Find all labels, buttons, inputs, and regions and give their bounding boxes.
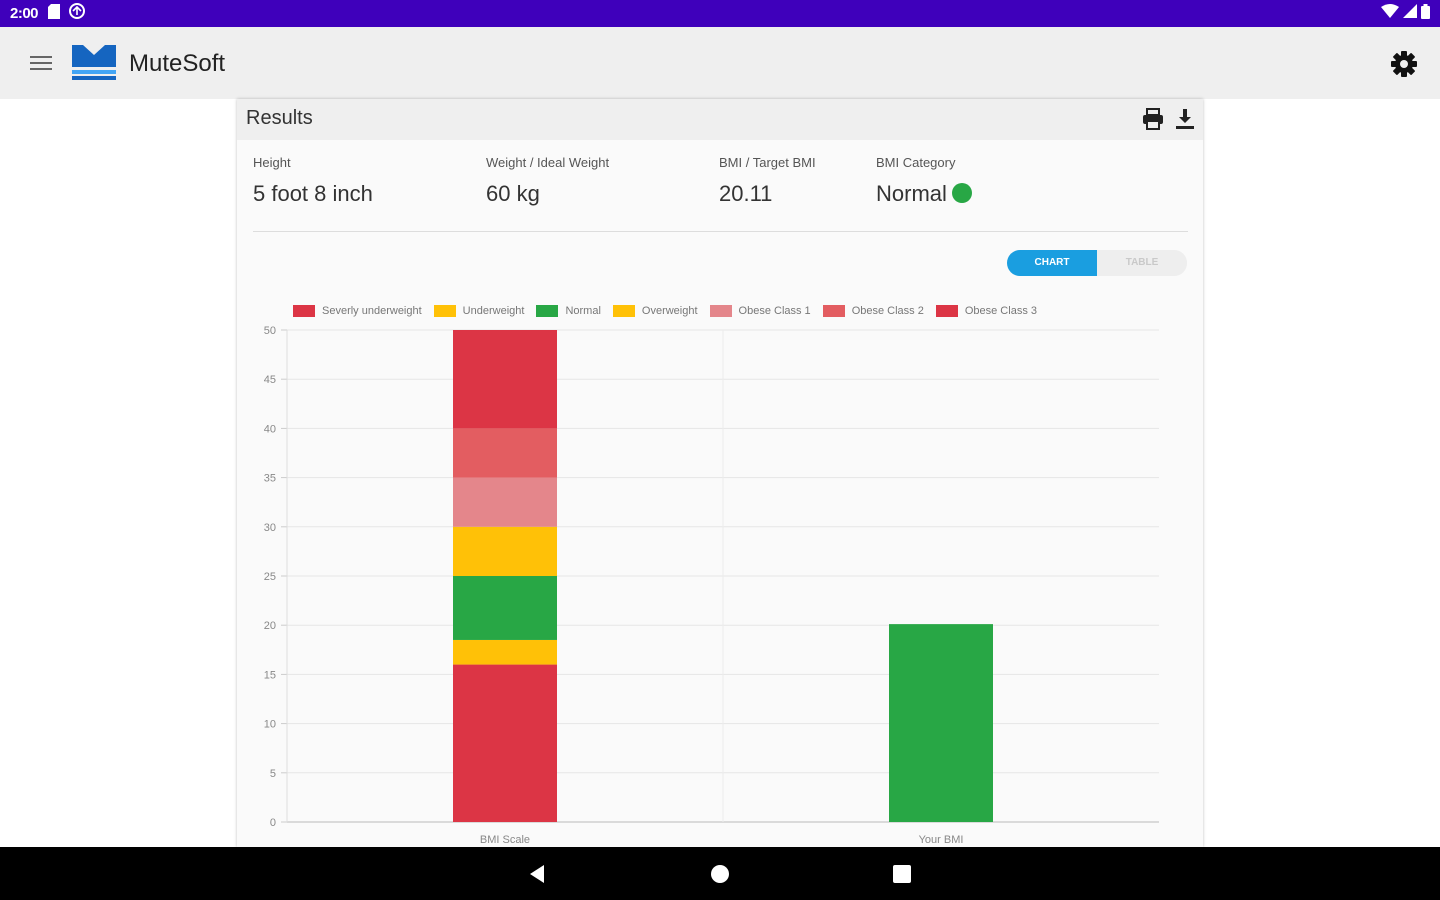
y-tick-label: 10 — [264, 719, 276, 731]
y-tick-label: 45 — [264, 374, 276, 386]
metric-category-label: BMI Category — [876, 155, 956, 170]
y-tick-label: 20 — [264, 620, 276, 632]
sd-card-icon — [48, 3, 61, 24]
legend-item[interactable]: Underweight — [433, 305, 525, 317]
results-header: Results — [237, 99, 1203, 140]
y-tick-label: 25 — [264, 571, 276, 583]
y-tick-label: 35 — [264, 473, 276, 485]
legend-swatch — [293, 305, 315, 317]
settings-gear-icon[interactable] — [1388, 48, 1420, 80]
system-nav-bar — [0, 847, 1440, 900]
x-tick-label: BMI Scale — [480, 834, 530, 846]
legend-item[interactable]: Obese Class 2 — [822, 305, 924, 317]
legend-label: Underweight — [462, 305, 525, 317]
bmi-chart: 0 5 10 15 20 25 30 35 40 45 50 BMI Scale Your BMI — [264, 325, 1159, 846]
bar-segment — [453, 428, 557, 478]
metric-category-value-wrap: Normal — [876, 181, 972, 207]
legend-label: Normal — [565, 305, 601, 317]
recents-icon[interactable] — [890, 862, 914, 886]
results-title: Results — [246, 107, 313, 129]
metric-bmi-value: 20.11 — [719, 181, 773, 206]
metric-height: Height 5 foot 8 inch — [253, 155, 373, 207]
bar-segment — [453, 330, 557, 429]
legend-swatch — [822, 305, 845, 317]
legend-swatch — [433, 305, 456, 317]
legend-swatch — [709, 305, 732, 317]
wifi-icon — [1381, 4, 1399, 23]
y-tick-label: 0 — [270, 817, 276, 829]
metric-category-value: Normal — [876, 181, 947, 206]
metric-height-value: 5 foot 8 inch — [253, 181, 373, 206]
legend-swatch — [536, 305, 559, 317]
legend-label: Obese Class 3 — [964, 305, 1037, 317]
legend-swatch — [612, 305, 635, 317]
metric-bmi-label: BMI / Target BMI — [719, 155, 816, 170]
metric-weight-label: Weight / Ideal Weight — [486, 155, 610, 170]
app-title: MuteSoft — [129, 50, 226, 77]
cell-signal-icon — [1403, 4, 1417, 23]
legend-item[interactable]: Normal — [536, 305, 601, 317]
legend-label: Obese Class 2 — [851, 305, 924, 317]
legend-item[interactable]: Severly underweight — [293, 305, 422, 317]
legend-item[interactable]: Obese Class 3 — [935, 305, 1037, 317]
category-status-dot — [951, 183, 972, 203]
bar-segment — [453, 477, 557, 527]
bar-segment — [453, 664, 557, 822]
sync-icon — [68, 2, 86, 25]
y-tick-label: 15 — [264, 669, 276, 681]
status-bar: 2:00 — [0, 0, 1440, 27]
menu-icon[interactable] — [28, 53, 54, 73]
y-tick-label: 50 — [264, 325, 276, 337]
view-toggle: CHART TABLE — [1007, 250, 1187, 276]
bar-segment — [453, 639, 557, 665]
mutesoft-logo-icon — [72, 45, 116, 81]
metric-category: BMI Category Normal — [876, 155, 972, 207]
bar-segment — [453, 526, 557, 576]
y-tick-label: 5 — [270, 768, 276, 780]
battery-icon — [1421, 3, 1430, 24]
legend-label: Overweight — [641, 305, 698, 317]
metric-bmi: BMI / Target BMI 20.11 — [719, 155, 816, 207]
results-divider — [253, 231, 1188, 232]
status-time: 2:00 — [10, 5, 39, 22]
chart-view-tab[interactable]: CHART — [1007, 250, 1097, 276]
y-tick-label: 40 — [264, 423, 276, 435]
legend-label: Severly underweight — [322, 305, 422, 317]
table-view-tab[interactable]: TABLE — [1097, 250, 1187, 276]
back-icon[interactable] — [526, 862, 550, 886]
chart-legend: Severly underweight Underweight Normal Over… — [293, 303, 1049, 319]
bar-segment — [889, 624, 993, 822]
metric-weight: Weight / Ideal Weight 60 kg — [486, 155, 609, 207]
legend-item[interactable]: Obese Class 1 — [709, 305, 811, 317]
x-tick-label: Your BMI — [919, 834, 964, 846]
home-icon[interactable] — [708, 862, 732, 886]
legend-swatch — [935, 305, 958, 317]
legend-label: Obese Class 1 — [738, 305, 811, 317]
status-right-icons — [1381, 0, 1430, 27]
print-icon[interactable] — [1142, 108, 1164, 130]
y-tick-label: 30 — [264, 522, 276, 534]
metric-weight-value: 60 kg — [486, 181, 540, 206]
bar-segment — [453, 576, 557, 640]
legend-item[interactable]: Overweight — [612, 305, 698, 317]
metric-height-label: Height — [253, 155, 291, 170]
app-bar: MuteSoft — [0, 27, 1440, 99]
download-icon[interactable] — [1174, 108, 1196, 130]
results-card: Results Height 5 foot 8 inch Weight / Id… — [237, 99, 1203, 847]
